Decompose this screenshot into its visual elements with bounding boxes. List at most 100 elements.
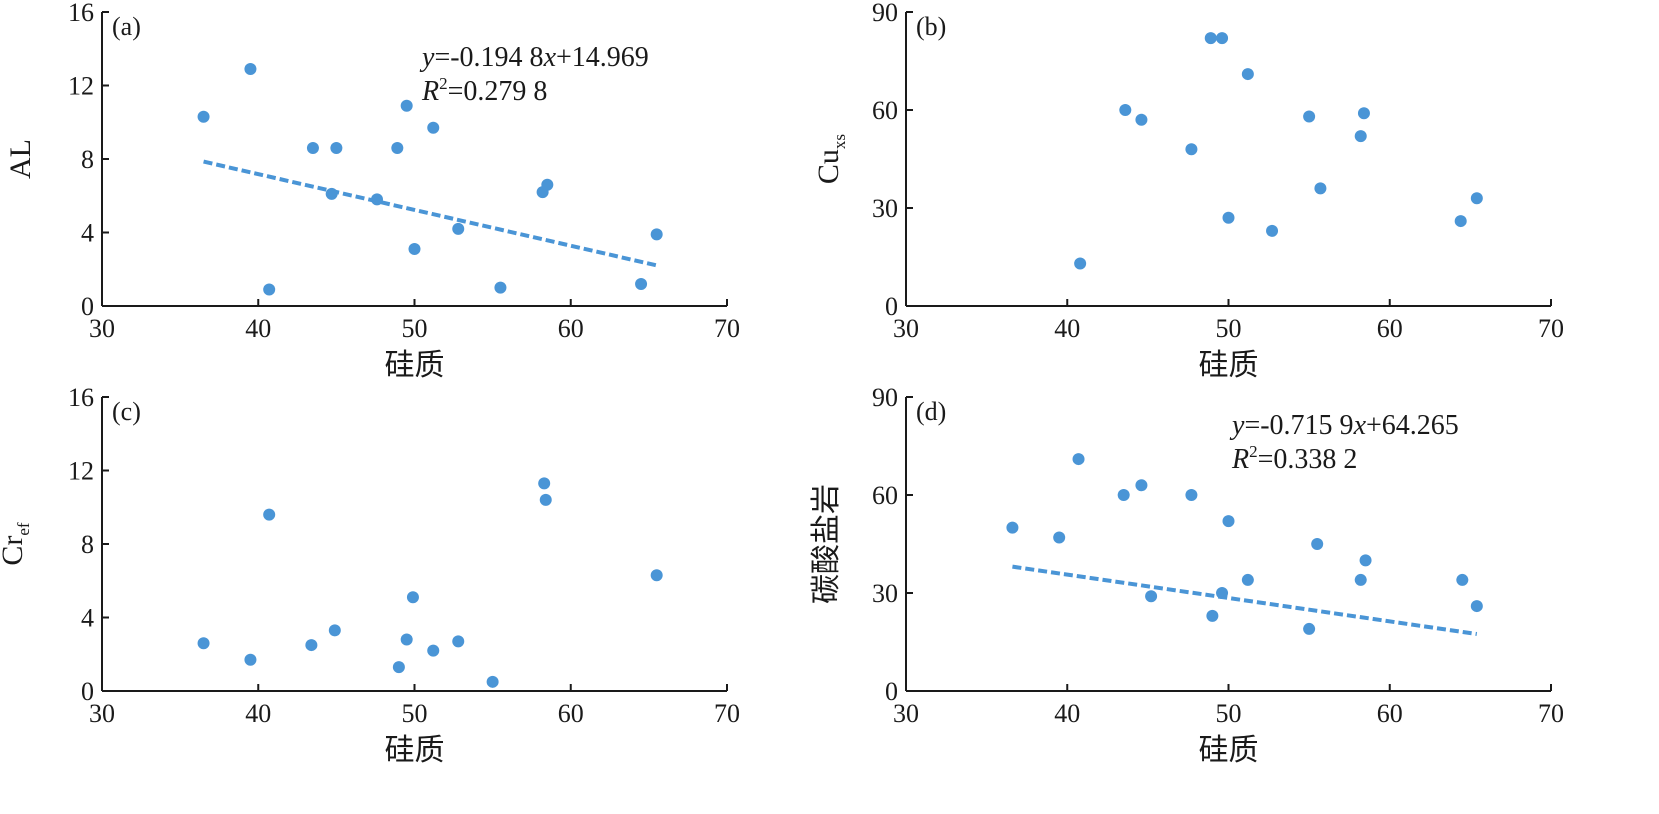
data-point (427, 121, 440, 134)
y-tick-label: 60 (872, 96, 898, 125)
r-squared-label: R2=0.338 2 (1231, 442, 1357, 475)
x-tick-label: 40 (245, 699, 271, 728)
y-tick-label: 8 (81, 530, 94, 559)
chart-panel-a: 30 40 50 60 70 0 4 8 12 16 (a) 硅质 AL y=-0.194 8x+14.9… (4, 0, 740, 382)
data-point (391, 141, 404, 154)
regression-line (203, 159, 658, 268)
data-point (371, 193, 383, 206)
data-point (1006, 521, 1019, 534)
data-point (244, 62, 257, 75)
x-tick-label: 50 (1216, 699, 1242, 728)
data-point (1470, 600, 1483, 613)
data-point (400, 633, 413, 646)
y-tick-label: 4 (81, 219, 94, 248)
y-axis-title: Cref (0, 522, 33, 566)
x-axis-title: 硅质 (1199, 349, 1259, 382)
data-point (650, 569, 663, 582)
x-axis-title: 硅质 (385, 349, 445, 382)
data-point (1206, 609, 1219, 622)
data-point (330, 141, 343, 154)
data-point (1117, 489, 1130, 501)
y-axis-title-main: Cu (812, 149, 845, 184)
y-tick-label: 4 (81, 604, 94, 633)
x-tick-label: 50 (1216, 314, 1242, 343)
data-point (650, 228, 663, 241)
x-tick-label: 30 (89, 699, 115, 728)
x-tick-label: 40 (1054, 314, 1080, 343)
y-axis-title-main: AL (4, 139, 37, 179)
data-point (263, 508, 276, 521)
data-point (1072, 453, 1085, 466)
y-tick-label: 0 (81, 292, 94, 321)
y-axis-title: AL (4, 139, 37, 179)
y-tick-label: 90 (872, 0, 898, 27)
data-point (452, 635, 465, 648)
y-tick-label: 8 (81, 145, 94, 174)
panel-label: (b) (916, 12, 946, 41)
data-point (406, 591, 419, 604)
data-point (1314, 182, 1327, 195)
data-point (1222, 515, 1235, 528)
y-tick-label: 60 (872, 481, 898, 510)
y-tick-label: 0 (885, 677, 898, 706)
x-tick-label: 30 (893, 699, 919, 728)
x-tick-label: 70 (1538, 699, 1564, 728)
data-point (408, 243, 421, 256)
regression-equation: y=-0.715 9x+64.265 (1229, 410, 1459, 441)
data-point (1454, 215, 1467, 228)
x-tick-label: 30 (893, 314, 919, 343)
data-point (1241, 68, 1254, 81)
data-point (427, 644, 440, 657)
data-point (1204, 32, 1217, 45)
y-tick-label: 12 (68, 72, 94, 101)
y-axis-title-subscript: ef (14, 522, 33, 536)
data-point (244, 653, 257, 666)
data-point (1185, 143, 1198, 156)
x-axis-title: 硅质 (1199, 734, 1259, 767)
x-tick-label: 60 (558, 314, 584, 343)
data-point (539, 493, 552, 506)
data-point (305, 639, 318, 652)
x-tick-label: 60 (1377, 314, 1403, 343)
data-point (541, 178, 554, 191)
x-tick-label: 60 (1377, 699, 1403, 728)
y-tick-label: 30 (872, 194, 898, 223)
x-tick-label: 70 (1538, 314, 1564, 343)
data-point (400, 99, 413, 112)
data-point (197, 110, 210, 123)
data-point (1145, 590, 1158, 603)
data-point (1470, 192, 1483, 205)
data-point (392, 661, 405, 674)
data-point (1216, 587, 1229, 599)
y-axis-title: Cuxs (812, 134, 849, 184)
regression-line (1012, 564, 1478, 636)
x-tick-label: 60 (558, 699, 584, 728)
data-point (635, 277, 648, 290)
data-point (1354, 573, 1367, 586)
r-squared-label: R2=0.279 8 (421, 74, 547, 107)
data-point (1456, 573, 1469, 586)
data-point (538, 477, 551, 490)
regression-equation: y=-0.194 8x+14.969 (419, 42, 649, 73)
data-point (263, 283, 276, 296)
y-tick-label: 16 (68, 0, 94, 27)
y-axis-title-main: 碳酸盐岩 (810, 484, 843, 604)
y-tick-label: 16 (68, 383, 94, 412)
data-point (1266, 224, 1279, 237)
data-point (1135, 479, 1148, 492)
data-point (325, 187, 338, 200)
data-point (1222, 211, 1235, 224)
data-point (1354, 130, 1367, 143)
data-point (452, 222, 465, 235)
data-point (494, 281, 507, 294)
data-point (486, 675, 499, 688)
data-point (1241, 573, 1254, 586)
panel-label: (c) (112, 397, 141, 426)
x-axis-title: 硅质 (385, 734, 445, 767)
data-point (1359, 554, 1372, 567)
data-point (306, 141, 319, 154)
x-tick-label: 50 (402, 699, 428, 728)
